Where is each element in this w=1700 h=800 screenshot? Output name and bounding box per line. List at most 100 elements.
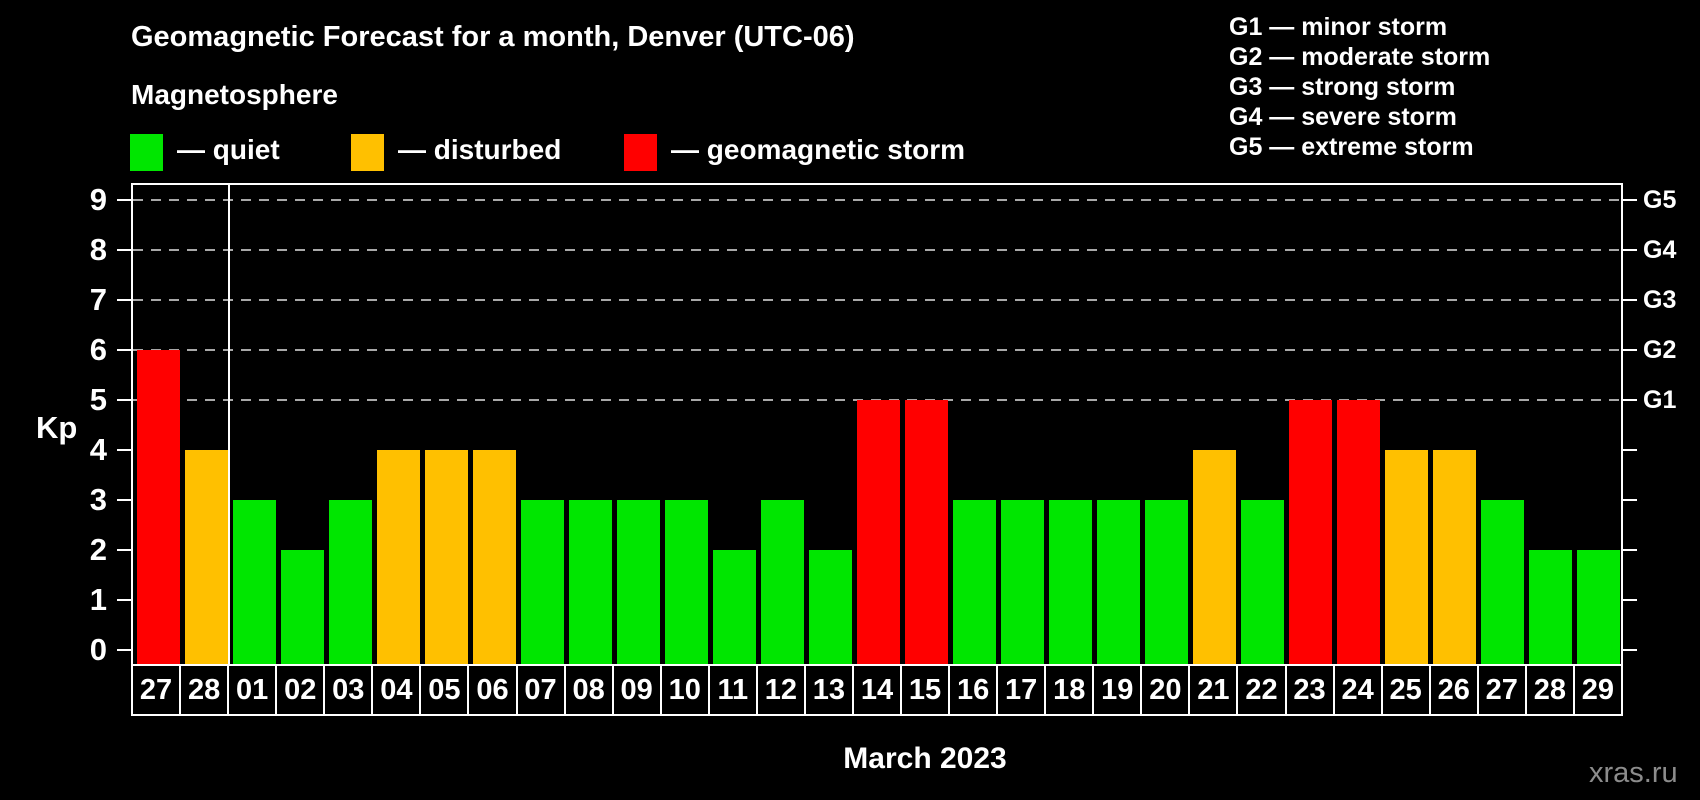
day-label-cell: 24 — [1335, 666, 1383, 714]
storm-scale-line-g2: G2 — moderate storm — [1229, 43, 1491, 71]
day-label-cell: 26 — [1431, 666, 1479, 714]
right-axis-tick-0 — [1623, 649, 1637, 651]
right-axis-label-g5: G5 — [1643, 186, 1677, 214]
grid-line-kp9 — [133, 199, 1621, 201]
right-axis-label-g1: G1 — [1643, 386, 1677, 414]
left-axis-tick-0 — [117, 649, 131, 651]
day-label-cell: 02 — [277, 666, 326, 714]
grid-line-kp8 — [133, 249, 1621, 251]
page-title: Geomagnetic Forecast for a month, Denver… — [131, 21, 855, 53]
storm-scale-legend: G1 — minor storm G2 — moderate storm G3 … — [1229, 12, 1490, 162]
kp-bar-day-02 — [281, 550, 324, 664]
y-tick-label-4: 4 — [89, 432, 107, 467]
kp-bar-chart-plot — [131, 183, 1623, 666]
day-label-cell: 03 — [325, 666, 374, 714]
kp-bar-day-11 — [713, 550, 756, 664]
right-axis-tick-6 — [1623, 349, 1637, 351]
day-label-cell: 11 — [710, 666, 758, 714]
left-axis-tick-7 — [117, 299, 131, 301]
day-label-cell: 12 — [758, 666, 806, 714]
kp-bar-day-19 — [1097, 500, 1140, 664]
day-label-cell: 18 — [1046, 666, 1095, 714]
y-tick-label-6: 6 — [89, 332, 107, 367]
day-label-cell: 09 — [614, 666, 662, 714]
kp-bar-day-27 — [137, 350, 180, 664]
y-axis-title: Kp — [36, 410, 78, 445]
right-axis-label-g4: G4 — [1643, 236, 1677, 264]
kp-bar-day-09 — [617, 500, 660, 664]
left-axis-tick-5 — [117, 399, 131, 401]
kp-bar-day-14 — [857, 400, 900, 664]
right-axis-label-g2: G2 — [1643, 336, 1677, 364]
kp-bar-day-28 — [1529, 550, 1572, 664]
kp-bar-day-28 — [185, 450, 228, 664]
day-label-cell: 10 — [662, 666, 710, 714]
quiet-legend-label: — quiet — [177, 134, 280, 165]
kp-bar-day-06 — [473, 450, 516, 664]
day-label-cell: 27 — [1479, 666, 1527, 714]
left-axis-tick-4 — [117, 449, 131, 451]
kp-bar-day-05 — [425, 450, 468, 664]
right-axis-tick-5 — [1623, 399, 1637, 401]
kp-bar-day-07 — [521, 500, 564, 664]
quiet-legend-swatch — [130, 134, 163, 171]
kp-bar-day-24 — [1337, 400, 1380, 664]
day-label-cell: 19 — [1094, 666, 1143, 714]
y-tick-label-7: 7 — [89, 282, 107, 317]
kp-bar-day-08 — [569, 500, 612, 664]
x-axis-month-label: March 2023 — [843, 742, 1007, 775]
left-axis-tick-6 — [117, 349, 131, 351]
kp-bar-day-27 — [1481, 500, 1524, 664]
kp-bar-day-03 — [329, 500, 372, 664]
storm-scale-line-g5: G5 — extreme storm — [1229, 133, 1474, 161]
kp-bar-day-22 — [1241, 500, 1284, 664]
day-label-cell: 27 — [133, 666, 182, 714]
disturbed-legend-swatch — [351, 134, 384, 171]
kp-bar-day-21 — [1193, 450, 1236, 664]
y-tick-label-8: 8 — [89, 232, 107, 267]
right-axis-tick-9 — [1623, 199, 1637, 201]
kp-bar-day-15 — [905, 400, 948, 664]
storm-scale-line-g1: G1 — minor storm — [1229, 13, 1448, 41]
kp-bar-day-16 — [953, 500, 996, 664]
grid-line-kp7 — [133, 299, 1621, 301]
storm-legend-swatch — [624, 134, 657, 171]
y-tick-label-3: 3 — [89, 482, 107, 517]
left-axis-tick-3 — [117, 499, 131, 501]
day-label-cell: 23 — [1287, 666, 1335, 714]
kp-bar-day-20 — [1145, 500, 1188, 664]
day-label-cell: 16 — [950, 666, 999, 714]
storm-scale-line-g4: G4 — severe storm — [1229, 103, 1457, 131]
right-axis-tick-1 — [1623, 599, 1637, 601]
x-axis-day-row: 27 28 01 02 03 04 05 06 07 08 09 10 11 12 13 14 15 16 17 18… — [131, 664, 1623, 716]
right-axis-tick-2 — [1623, 549, 1637, 551]
day-label-cell: 07 — [518, 666, 566, 714]
kp-bar-day-17 — [1001, 500, 1044, 664]
kp-bar-day-04 — [377, 450, 420, 664]
kp-bar-day-18 — [1049, 500, 1092, 664]
kp-bar-day-26 — [1433, 450, 1476, 664]
kp-bar-day-12 — [761, 500, 804, 664]
day-label-cell: 06 — [469, 666, 518, 714]
day-label-cell: 13 — [806, 666, 854, 714]
day-label-cell: 17 — [998, 666, 1047, 714]
kp-bar-day-29 — [1577, 550, 1620, 664]
y-tick-label-5: 5 — [89, 382, 107, 417]
day-label-cell: 20 — [1142, 666, 1191, 714]
day-label-cell: 04 — [373, 666, 422, 714]
kp-bar-day-23 — [1289, 400, 1332, 664]
right-axis-tick-3 — [1623, 499, 1637, 501]
day-label-cell: 15 — [902, 666, 951, 714]
day-label-cell: 28 — [1527, 666, 1575, 714]
left-axis-tick-2 — [117, 549, 131, 551]
day-label-cell: 28 — [181, 666, 230, 714]
day-label-cell: 08 — [566, 666, 614, 714]
right-axis-tick-4 — [1623, 449, 1637, 451]
chart-subtitle: Magnetosphere — [131, 79, 338, 110]
kp-bar-day-13 — [809, 550, 852, 664]
day-label-cell: 01 — [229, 666, 278, 714]
day-label-cell: 05 — [421, 666, 470, 714]
right-axis-tick-8 — [1623, 249, 1637, 251]
y-tick-label-1: 1 — [89, 582, 107, 617]
